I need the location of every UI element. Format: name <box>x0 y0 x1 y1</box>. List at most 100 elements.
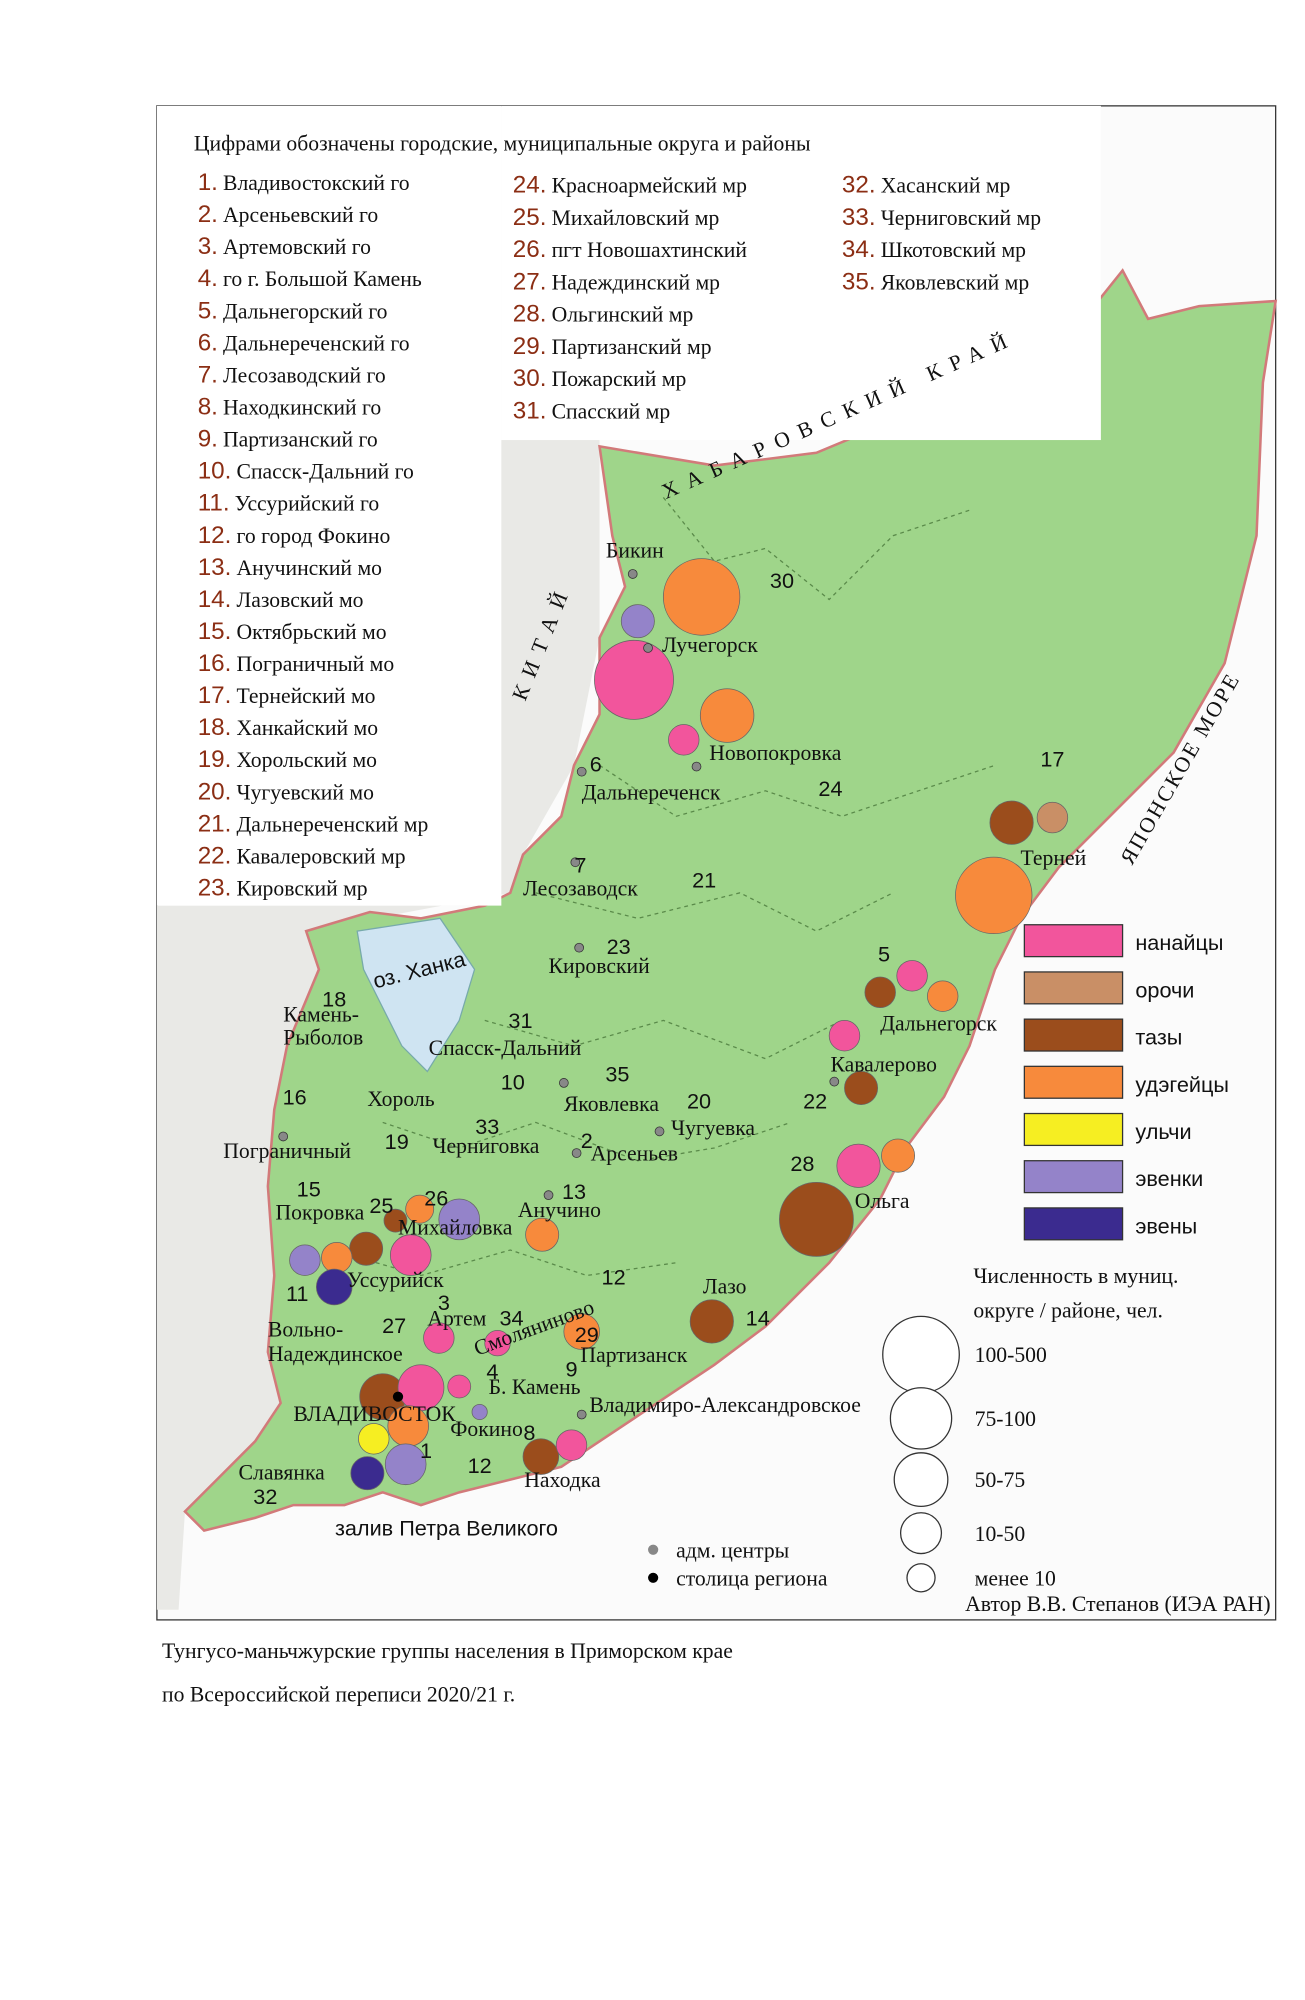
population-circle <box>438 1198 481 1241</box>
district-name: Владивостокский го <box>223 171 410 195</box>
place-label: Чугуевка <box>671 1116 755 1140</box>
population-circle <box>896 960 928 992</box>
district-entry: 32. Хасанский мр <box>842 172 1010 199</box>
population-circle <box>289 1244 321 1276</box>
district-name: Дальнегорский го <box>223 299 388 323</box>
district-entry: 15. Октябрьский мо <box>198 618 387 645</box>
district-number: 33. <box>842 204 876 231</box>
district-number: 11. <box>198 490 230 517</box>
district-number-label: 2 <box>581 1128 593 1153</box>
place-label: Хороль <box>367 1087 434 1111</box>
admin-center-dot <box>574 942 584 953</box>
place-label: Фокино <box>450 1417 523 1441</box>
size-legend-label: 75-100 <box>975 1407 1037 1431</box>
population-circle <box>668 724 700 756</box>
district-name: Михайловский мр <box>552 206 720 230</box>
population-circle <box>389 1234 432 1276</box>
capital-dot <box>392 1391 404 1402</box>
district-name: Шкотовский мр <box>881 238 1026 262</box>
district-entry: 30. Пожарский мр <box>513 365 686 392</box>
population-circle <box>699 688 755 743</box>
district-entry: 33. Черниговский мр <box>842 204 1041 231</box>
district-number-label: 29 <box>575 1322 599 1347</box>
district-number: 4. <box>198 265 218 292</box>
district-number: 20. <box>198 778 232 805</box>
admin-center-dot <box>558 1078 569 1088</box>
place-label: Покровка <box>276 1200 365 1224</box>
population-circle <box>471 1403 488 1421</box>
district-number: 18. <box>198 714 232 741</box>
population-circle <box>864 976 896 1009</box>
district-borders <box>331 497 996 1277</box>
district-name: Спасск-Дальний го <box>237 460 415 484</box>
population-circle <box>955 856 1033 935</box>
district-number: 15. <box>198 618 232 645</box>
district-name: Артемовский го <box>223 235 371 259</box>
district-name: Октябрьский мо <box>237 620 387 644</box>
legend-label: нанайцы <box>1135 930 1223 955</box>
district-entry: 31. Спасский мр <box>513 397 670 424</box>
district-name: Кировский мр <box>237 877 368 901</box>
place-label: Бикин <box>606 538 664 562</box>
place-label: Арсеньев <box>591 1142 678 1166</box>
district-number-label: 16 <box>283 1085 307 1110</box>
district-name: Ханкайский мо <box>237 716 379 740</box>
district-number: 9. <box>198 426 218 453</box>
district-number-label: 20 <box>687 1088 711 1113</box>
population-circle <box>555 1429 588 1461</box>
population-circle <box>349 1231 384 1266</box>
place-label: Вольно- <box>268 1318 343 1342</box>
marker-symbol <box>648 1572 659 1583</box>
admin-center-dot <box>643 643 653 653</box>
population-circle <box>384 1443 427 1486</box>
district-number: 10. <box>198 458 232 485</box>
place-label: Спасск-Дальний <box>429 1036 582 1060</box>
district-number-label: 27 <box>382 1313 406 1338</box>
population-circle <box>522 1438 560 1475</box>
population-circle <box>423 1322 455 1354</box>
size-legend-label: 100-500 <box>975 1343 1047 1367</box>
district-number: 12. <box>198 522 232 549</box>
district-entry: 8. Находкинский го <box>198 394 382 421</box>
legend-swatch <box>1023 1065 1124 1099</box>
place-label: Камень- <box>283 1003 359 1027</box>
district-entry: 34. Шкотовский мр <box>842 236 1026 263</box>
population-circle <box>594 639 674 720</box>
district-number: 21. <box>198 810 232 837</box>
place-label: Яковлевка <box>564 1092 660 1116</box>
place-label: Ольга <box>855 1189 910 1213</box>
district-number-label: 12 <box>602 1264 626 1289</box>
population-circle <box>662 558 741 636</box>
population-circle <box>779 1182 854 1257</box>
subtitle: Цифрами обозначены городские, муниципаль… <box>194 132 811 156</box>
district-name: пгт Новошахтинский <box>552 238 748 262</box>
population-circle <box>383 1208 408 1233</box>
district-name: Красноармейский мр <box>552 174 747 198</box>
size-legend-circle <box>882 1315 960 1394</box>
population-circle <box>689 1299 734 1344</box>
district-number: 6. <box>198 329 218 356</box>
admin-center-dot <box>654 1126 665 1137</box>
population-circle <box>927 980 959 1012</box>
population-circle <box>484 1329 511 1357</box>
district-entry: 27. Надеждинский мр <box>513 268 720 295</box>
district-number-label: 33 <box>475 1114 499 1139</box>
legend-label: эвенки <box>1135 1166 1203 1191</box>
place-label: Черниговка <box>432 1134 539 1158</box>
legend-swatch <box>1023 1018 1124 1052</box>
district-name: Арсеньевский го <box>223 203 378 227</box>
place-label: Б. Камень <box>489 1375 581 1399</box>
district-number-label: 24 <box>818 776 842 801</box>
district-number: 7. <box>198 361 218 388</box>
district-number-label: 17 <box>1040 747 1064 772</box>
population-circle <box>525 1217 560 1252</box>
district-name: Находкинский го <box>223 396 381 420</box>
district-number-label: 19 <box>385 1129 409 1154</box>
author: Автор В.В. Степанов (ИЭА РАН) <box>965 1592 1270 1616</box>
district-number-label: 22 <box>803 1088 827 1113</box>
district-entry: 17. Тернейский мо <box>198 682 376 709</box>
district-number-label: 4 <box>486 1359 498 1384</box>
admin-center-dot <box>571 1148 582 1158</box>
place-label: Терней <box>1021 846 1087 870</box>
district-number: 16. <box>198 650 232 677</box>
